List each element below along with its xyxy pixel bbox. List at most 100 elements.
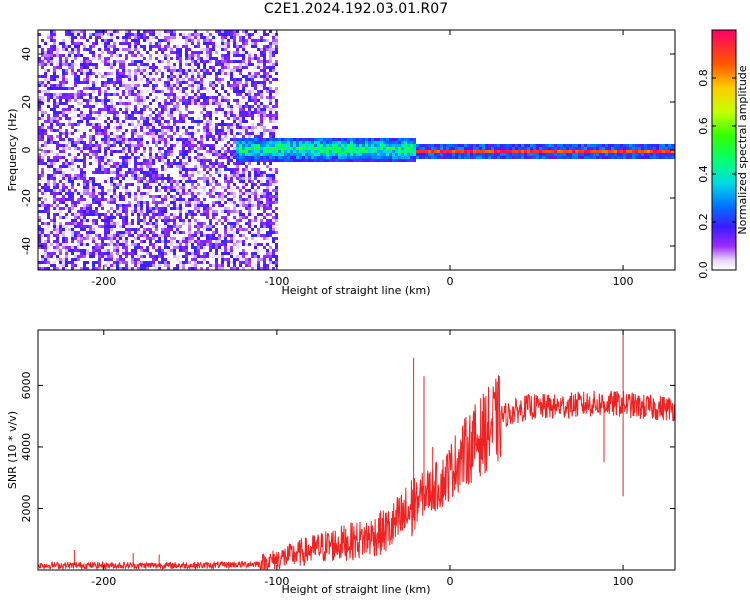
spectrogram-cell bbox=[218, 156, 221, 159]
spectrogram-cell bbox=[218, 99, 221, 102]
spectrogram-cell bbox=[98, 99, 101, 102]
spectrogram-cell bbox=[56, 105, 59, 108]
spectrogram-cell bbox=[374, 156, 377, 159]
spectrogram-cell bbox=[98, 93, 101, 96]
spectrogram-cell bbox=[182, 132, 185, 135]
spectrogram-cell bbox=[119, 66, 122, 69]
spectrogram-cell bbox=[185, 216, 188, 219]
spectrogram-cell bbox=[107, 177, 110, 180]
spectrogram-cell bbox=[254, 204, 257, 207]
spectrogram-cell bbox=[392, 138, 395, 141]
spectrogram-cell bbox=[77, 42, 80, 45]
spectrogram-cell bbox=[167, 39, 170, 42]
spectrogram-cell bbox=[113, 60, 116, 63]
spectrogram-cell bbox=[155, 153, 158, 156]
spectrogram-cell bbox=[659, 147, 662, 150]
spectrogram-cell bbox=[260, 66, 263, 69]
spectrogram-cell bbox=[224, 186, 227, 189]
spectrogram-cell bbox=[260, 225, 263, 228]
spectrogram-cell bbox=[191, 198, 194, 201]
spectrogram-cell bbox=[38, 240, 41, 243]
spectrogram-cell bbox=[224, 207, 227, 210]
spectrogram-cell bbox=[47, 126, 50, 129]
spectrogram-cell bbox=[356, 156, 359, 159]
spectrogram-cell bbox=[365, 138, 368, 141]
spectrogram-cell bbox=[194, 231, 197, 234]
spectrogram-cell bbox=[92, 237, 95, 240]
spectrogram-cell bbox=[335, 141, 338, 144]
spectrogram-cell bbox=[230, 180, 233, 183]
spectrogram-cell bbox=[536, 156, 539, 159]
spectrogram-cell bbox=[56, 135, 59, 138]
spectrogram-cell bbox=[152, 117, 155, 120]
spectrogram-cell bbox=[83, 225, 86, 228]
spectrogram-cell bbox=[185, 42, 188, 45]
spectrogram-cell bbox=[71, 66, 74, 69]
spectrogram-cell bbox=[125, 267, 128, 270]
spectrogram-cell bbox=[56, 255, 59, 258]
spectrogram-cell bbox=[248, 225, 251, 228]
spectrogram-cell bbox=[203, 132, 206, 135]
spectrogram-cell bbox=[164, 84, 167, 87]
spectrogram-cell bbox=[179, 216, 182, 219]
spectrogram-cell bbox=[233, 51, 236, 54]
spectrogram-cell bbox=[455, 156, 458, 159]
spectrogram-cell bbox=[101, 102, 104, 105]
spectrogram-cell bbox=[152, 210, 155, 213]
spectrogram-cell bbox=[605, 156, 608, 159]
spectrogram-cell bbox=[59, 201, 62, 204]
spectrogram-cell bbox=[44, 75, 47, 78]
spectrogram-cell bbox=[191, 210, 194, 213]
spectrogram-cell bbox=[503, 153, 506, 156]
spectrogram-cell bbox=[152, 171, 155, 174]
spectrogram-cell bbox=[443, 153, 446, 156]
spectrogram-cell bbox=[83, 165, 86, 168]
spectrogram-cell bbox=[194, 192, 197, 195]
spectrogram-cell bbox=[530, 144, 533, 147]
spectrogram-cell bbox=[107, 81, 110, 84]
spectrogram-cell bbox=[38, 210, 41, 213]
spectrogram-cell bbox=[359, 156, 362, 159]
spectrogram-cell bbox=[197, 129, 200, 132]
spectrogram-cell bbox=[260, 180, 263, 183]
spectrogram-cell bbox=[86, 210, 89, 213]
spectrogram-cell bbox=[185, 93, 188, 96]
spectrogram-cell bbox=[83, 210, 86, 213]
spectrogram-cell bbox=[209, 96, 212, 99]
spectrogram-cell bbox=[665, 150, 668, 153]
spectrogram-cell bbox=[179, 90, 182, 93]
spectrogram-cell bbox=[59, 132, 62, 135]
spectrogram-cell bbox=[263, 33, 266, 36]
spectrogram-cell bbox=[53, 159, 56, 162]
spectrogram-cell bbox=[110, 153, 113, 156]
spectrogram-cell bbox=[41, 132, 44, 135]
spectrogram-cell bbox=[347, 147, 350, 150]
spectrogram-cell bbox=[47, 102, 50, 105]
spectrogram-cell bbox=[263, 57, 266, 60]
spectrogram-cell bbox=[146, 120, 149, 123]
spectrogram-cell bbox=[164, 93, 167, 96]
spectrogram-cell bbox=[182, 264, 185, 267]
spectrogram-cell bbox=[275, 201, 278, 204]
spectrogram-cell bbox=[149, 219, 152, 222]
spectrogram-cell bbox=[125, 57, 128, 60]
spectrogram-cell bbox=[329, 138, 332, 141]
spectrogram-cell bbox=[647, 144, 650, 147]
spectrogram-cell bbox=[167, 264, 170, 267]
spectrogram-cell bbox=[233, 207, 236, 210]
spectrogram-cell bbox=[143, 216, 146, 219]
spectrogram-cell bbox=[356, 141, 359, 144]
spectrogram-cell bbox=[137, 174, 140, 177]
spectrogram-cell bbox=[188, 54, 191, 57]
spectrogram-cell bbox=[59, 126, 62, 129]
spectrogram-cell bbox=[419, 144, 422, 147]
spectrogram-cell bbox=[479, 150, 482, 153]
spectrogram-cell bbox=[491, 144, 494, 147]
spectrogram-cell bbox=[95, 123, 98, 126]
spectrogram-cell bbox=[167, 192, 170, 195]
spectrogram-cell bbox=[143, 147, 146, 150]
spectrogram-cell bbox=[62, 144, 65, 147]
spectrogram-cell bbox=[92, 105, 95, 108]
spectrogram-cell bbox=[83, 153, 86, 156]
colorbar-tick-label: 0.2 bbox=[697, 213, 710, 231]
